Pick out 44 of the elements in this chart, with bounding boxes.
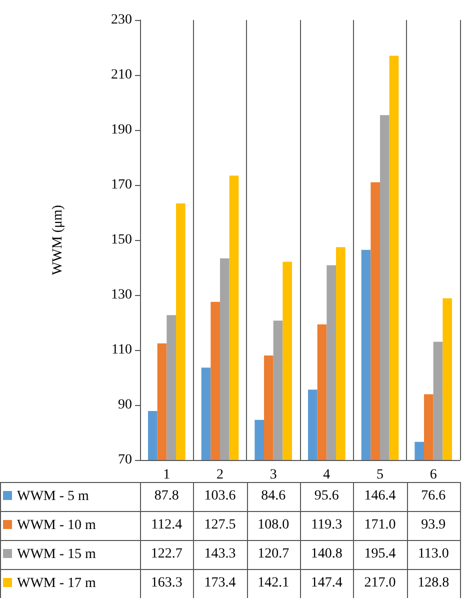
data-label: 122.7: [150, 546, 182, 562]
y-tick-label: 230: [111, 12, 132, 28]
data-label: 173.4: [204, 576, 236, 590]
legend-label: WWM - 10 m: [0, 511, 140, 540]
x-tick-label: 4: [323, 468, 330, 482]
x-tick-label: 2: [216, 468, 224, 482]
data-label: 146.4: [364, 488, 396, 504]
data-label: 76.6: [421, 488, 446, 504]
data-label: 195.4: [364, 546, 396, 562]
data-label: 217.0: [364, 576, 396, 590]
data-label: 171.0: [364, 518, 396, 532]
legend-label: WWM - 15 m: [0, 540, 140, 569]
data-label: 163.3: [150, 576, 182, 590]
data-label: 142.1: [258, 576, 290, 590]
y-tick-label: 110: [112, 342, 132, 358]
x-tick-label: 5: [376, 468, 384, 482]
data-label: 93.9: [421, 518, 446, 532]
data-label: 147.4: [310, 576, 342, 590]
data-label: 127.5: [204, 518, 236, 532]
legend-label: WWM - 5 m: [0, 482, 140, 511]
data-label: 95.6: [314, 488, 339, 504]
data-label: 87.8: [154, 488, 179, 504]
data-label: 119.3: [311, 518, 342, 532]
y-tick-label: 170: [111, 178, 132, 192]
data-label: 143.3: [204, 546, 236, 562]
data-label: 108.0: [258, 518, 290, 532]
x-tick-label: 6: [430, 468, 437, 482]
x-tick-label: 1: [163, 468, 170, 482]
y-tick-label: 150: [111, 232, 132, 248]
data-label: 84.6: [261, 488, 286, 504]
y-axis-title: WWM (μm): [50, 204, 66, 276]
data-label: 128.8: [418, 576, 450, 590]
y-tick-label: 90: [118, 398, 132, 412]
data-label: 103.6: [204, 488, 236, 504]
y-tick-label: 130: [111, 288, 132, 302]
y-tick-label: 210: [111, 68, 132, 82]
data-label: 120.7: [258, 546, 290, 562]
legend-label: WWM - 17 m: [0, 569, 140, 598]
data-label: 112.4: [151, 518, 182, 532]
x-tick-label: 3: [270, 468, 277, 482]
data-label: 113.0: [418, 546, 449, 562]
y-tick-label: 190: [111, 122, 132, 138]
y-tick-label: 70: [118, 452, 132, 468]
data-label: 140.8: [310, 546, 342, 562]
